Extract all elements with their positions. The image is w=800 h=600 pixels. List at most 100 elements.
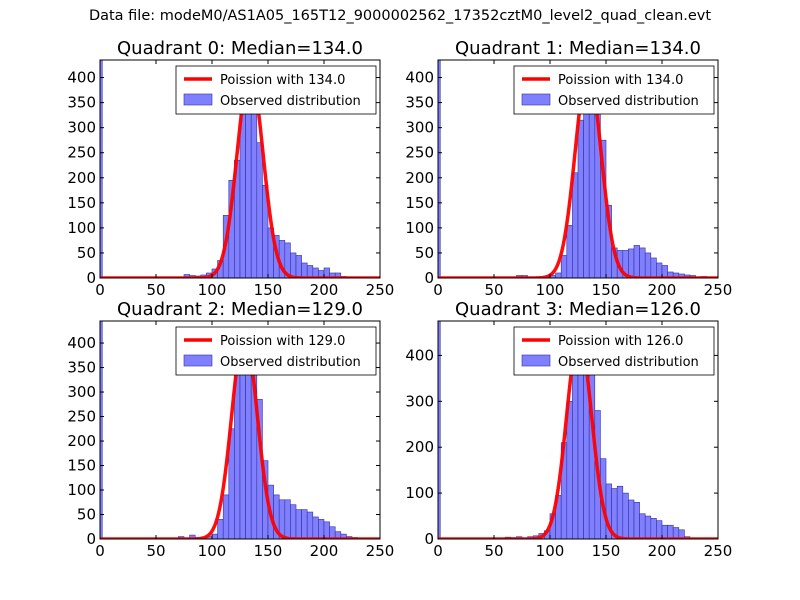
histogram-bar xyxy=(312,516,319,539)
histogram-bar xyxy=(644,252,652,278)
y-tick-label: 200 xyxy=(405,438,434,456)
y-tick-label: 300 xyxy=(405,119,434,137)
y-tick-label: 100 xyxy=(67,219,96,237)
chart-panel-quadrant-2: 0 50 100 150 200 250 0 50 100 150 200 250 300 350 400 Q… xyxy=(67,299,394,560)
histogram-bar xyxy=(301,262,308,278)
histogram-bar xyxy=(239,350,246,539)
x-tick-label: 150 xyxy=(592,542,621,560)
legend-bar-swatch xyxy=(521,93,551,106)
histogram-bar xyxy=(256,142,263,278)
y-tick-label: 150 xyxy=(67,457,96,475)
legend-bar-swatch xyxy=(183,354,213,367)
histogram-bar xyxy=(290,504,297,539)
histogram-bar xyxy=(639,247,646,278)
histogram-bar xyxy=(661,524,668,539)
x-tick-label: 100 xyxy=(536,542,565,560)
legend-label-poisson: Poission with 129.0 xyxy=(220,334,345,349)
x-tick-label: 200 xyxy=(310,542,339,560)
axes-frame xyxy=(437,59,719,279)
histogram-bar xyxy=(295,255,302,278)
y-tick-label: 400 xyxy=(405,346,434,364)
histogram-bar xyxy=(290,252,297,278)
histogram-bar xyxy=(572,172,579,278)
x-tick-label: 250 xyxy=(704,281,733,299)
histogram-bar xyxy=(323,521,330,539)
x-tick-label: 200 xyxy=(648,542,677,560)
legend-label-poisson: Poission with 134.0 xyxy=(558,73,683,88)
x-tick-label: 0 xyxy=(433,281,443,299)
histogram-bar xyxy=(650,257,657,278)
histogram-bar-edge xyxy=(100,60,103,278)
histogram-bar xyxy=(301,509,308,539)
y-tick-label: 350 xyxy=(405,94,434,112)
histogram-bar xyxy=(628,248,635,278)
histogram-bar xyxy=(222,494,230,539)
histogram-bar-edge xyxy=(438,321,441,539)
y-tick-label: 400 xyxy=(405,69,434,87)
histogram-bar xyxy=(560,255,568,278)
y-tick-label: 100 xyxy=(405,219,434,237)
legend-box xyxy=(175,326,377,376)
plot-area xyxy=(100,60,380,278)
y-tick-label: 250 xyxy=(67,144,96,162)
axes-frame xyxy=(437,320,719,540)
x-tick-label: 150 xyxy=(592,281,621,299)
y-tick-label: 100 xyxy=(67,481,96,499)
legend-bar-swatch xyxy=(183,93,213,106)
histogram-bar xyxy=(572,359,579,539)
histogram-bar xyxy=(661,265,668,278)
histogram-bar xyxy=(633,501,640,539)
histogram-bar xyxy=(555,272,562,278)
x-tick-label: 250 xyxy=(704,542,733,560)
y-tick-label: 250 xyxy=(67,408,96,426)
y-tick-label: 100 xyxy=(405,484,434,502)
legend-label-observed: Observed distribution xyxy=(558,355,699,370)
chart-title: Quadrant 0: Median=134.0 xyxy=(117,38,363,59)
x-tick-label: 250 xyxy=(366,281,395,299)
legend-label-poisson: Poission with 134.0 xyxy=(220,73,345,88)
chart-title: Quadrant 1: Median=134.0 xyxy=(455,38,701,59)
y-tick-label: 200 xyxy=(405,169,434,187)
histogram-bar xyxy=(633,245,640,278)
chart-panel-quadrant-3: 0 50 100 150 200 250 0 100 200 300 400 Quadrant 3: … xyxy=(405,299,732,560)
y-tick-label: 50 xyxy=(415,244,434,262)
y-tick-label: 350 xyxy=(67,94,96,112)
y-tick-label: 0 xyxy=(424,530,434,548)
chart-panel-quadrant-0: 0 50 100 150 200 250 0 50 100 150 200 250 300 350 400 Q… xyxy=(67,38,394,299)
y-tick-label: 200 xyxy=(67,432,96,450)
x-tick-label: 250 xyxy=(366,542,395,560)
x-tick-label: 100 xyxy=(536,281,565,299)
histogram-bar xyxy=(295,509,302,539)
histogram-bar xyxy=(650,518,657,539)
histogram-bar xyxy=(250,99,258,278)
histogram-bar xyxy=(566,225,573,278)
chart-title: Quadrant 3: Median=126.0 xyxy=(455,299,701,320)
legend-label-observed: Observed distribution xyxy=(220,355,361,370)
x-tick-label: 150 xyxy=(254,542,283,560)
y-tick-label: 400 xyxy=(67,334,96,352)
chart-panel-quadrant-1: 0 50 100 150 200 250 0 50 100 150 200 250 300 350 400 Q… xyxy=(405,38,732,299)
y-tick-label: 400 xyxy=(67,69,96,87)
histogram-bar xyxy=(211,533,218,539)
x-tick-label: 200 xyxy=(310,281,339,299)
x-tick-label: 150 xyxy=(254,281,283,299)
x-tick-label: 100 xyxy=(198,281,227,299)
x-tick-label: 0 xyxy=(95,542,105,560)
legend-label-observed: Observed distribution xyxy=(558,94,699,109)
histogram-bar xyxy=(622,492,629,539)
histogram-bar-edge xyxy=(438,60,441,278)
legend-bar-swatch xyxy=(521,354,551,367)
x-tick-label: 50 xyxy=(484,542,503,560)
poisson-curve xyxy=(438,68,718,278)
histogram-bar xyxy=(656,520,663,539)
y-tick-label: 250 xyxy=(405,144,434,162)
x-tick-label: 0 xyxy=(433,542,443,560)
histogram-bar xyxy=(217,519,224,539)
histogram-bar xyxy=(284,499,291,539)
histogram-bar xyxy=(329,526,336,539)
histogram-bar xyxy=(306,511,314,539)
x-tick-label: 50 xyxy=(146,281,165,299)
y-tick-label: 0 xyxy=(424,269,434,287)
histogram-bar xyxy=(644,515,652,539)
